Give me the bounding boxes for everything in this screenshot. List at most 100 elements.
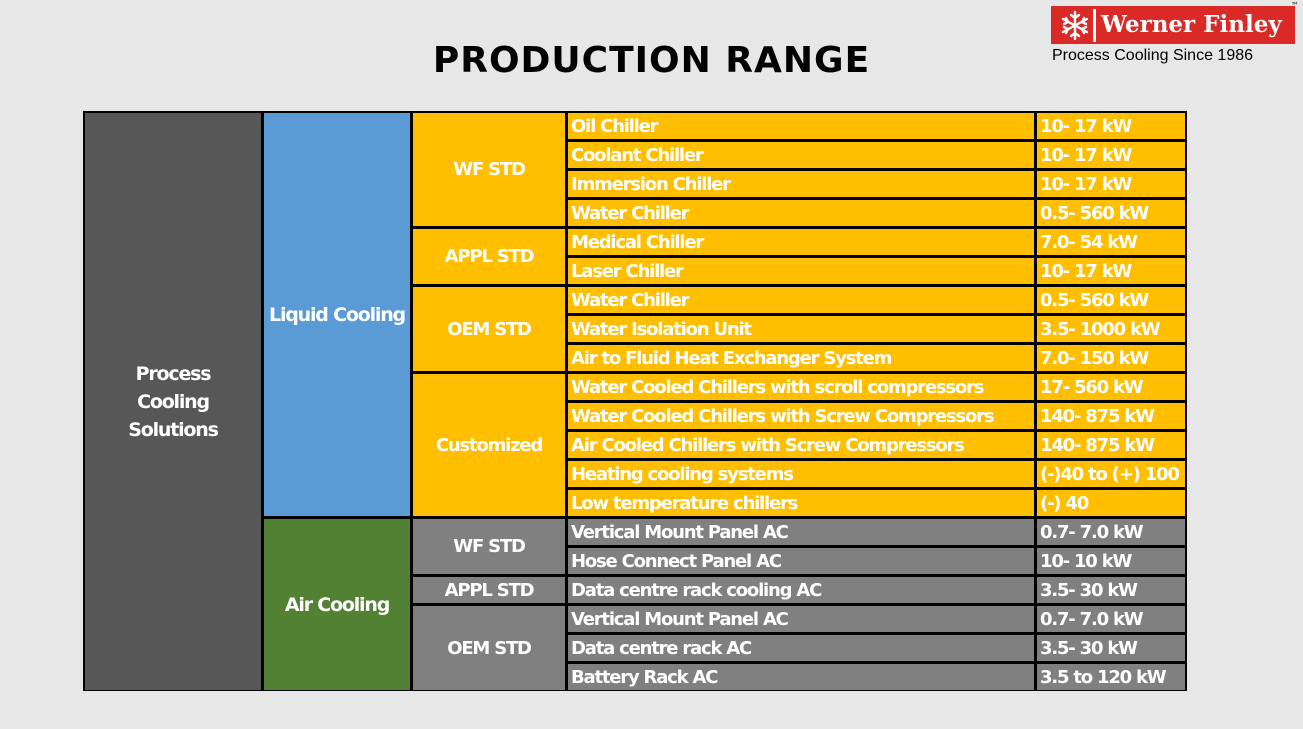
table-row-range-label: 10- 17 kW <box>1040 115 1132 137</box>
cooling-group-cell: Air Cooling <box>264 519 410 690</box>
table-row-item: Coolant Chiller <box>568 142 1034 168</box>
category-cell-label: OEM STD <box>447 318 532 340</box>
table-row-range: 17- 560 kW <box>1037 374 1185 400</box>
category-cell: WF STD <box>413 113 565 226</box>
table-row-item-label: Data centre rack cooling AC <box>571 579 822 601</box>
table-row-range-label: (-)40 to (+) 100 <box>1040 463 1180 485</box>
table-row-item: Heating cooling systems <box>568 461 1034 487</box>
brand-logo: Werner Finley ™ Process Cooling Since 19… <box>1047 1 1300 69</box>
table-row-item-label: Air to Fluid Heat Exchanger System <box>571 347 892 369</box>
logo-tagline: Process Cooling Since 1986 <box>1052 47 1254 64</box>
table-row-item: Vertical Mount Panel AC <box>568 519 1034 545</box>
table-row-range: 3.5- 30 kW <box>1037 577 1185 603</box>
table-row-item-label: Water Cooled Chillers with scroll compre… <box>571 376 984 398</box>
table-row-item: Hose Connect Panel AC <box>568 548 1034 574</box>
table-row-range-label: 3.5- 1000 kW <box>1040 318 1161 340</box>
table-row-range-label: 3.5 to 120 kW <box>1040 666 1167 688</box>
table-row-range: 7.0- 54 kW <box>1037 229 1185 255</box>
production-range-table: Oil Chiller 10- 17 kW Coolant Chiller 10- 1… <box>83 111 1187 691</box>
table-row-item-label: Data centre rack AC <box>571 637 752 659</box>
category-cell: OEM STD <box>413 287 565 371</box>
cooling-group-cell-label: Liquid Cooling <box>269 303 406 326</box>
table-row-range-label: 140- 875 kW <box>1040 434 1155 456</box>
table-row-range-label: 140- 875 kW <box>1040 405 1155 427</box>
table-row-range-label: 10- 17 kW <box>1040 260 1132 282</box>
table-row-item: Battery Rack AC <box>568 664 1034 690</box>
table-row-range-label: 7.0- 150 kW <box>1040 347 1149 369</box>
category-cell-label: WF STD <box>453 536 526 557</box>
table-row-item-label: Heating cooling systems <box>571 463 794 485</box>
table-row-item-label: Vertical Mount Panel AC <box>571 608 789 630</box>
category-cell-label: WF STD <box>453 159 526 180</box>
table-row-range: 0.7- 7.0 kW <box>1037 519 1185 545</box>
table-row-range-label: 3.5- 30 kW <box>1040 579 1138 601</box>
table-row-range: 10- 10 kW <box>1037 548 1185 574</box>
table-row-item: Vertical Mount Panel AC <box>568 606 1034 632</box>
logo-badge: Werner Finley <box>1051 6 1295 44</box>
table-row-range: 0.5- 560 kW <box>1037 287 1185 313</box>
table-row-item-label: Medical Chiller <box>571 231 704 253</box>
table-row-range-label: 0.5- 560 kW <box>1040 202 1149 224</box>
trademark-symbol: ™ <box>1291 1 1299 10</box>
table-row-item-label: Air Cooled Chillers with Screw Compresso… <box>571 434 965 456</box>
table-row-item-label: Hose Connect Panel AC <box>571 550 782 572</box>
process-cooling-cell-label: Process Cooling Solutions <box>128 362 219 441</box>
table-row-range: 10- 17 kW <box>1037 258 1185 284</box>
table-row-range: (-) 40 <box>1037 490 1185 516</box>
category-cell-label: APPL STD <box>444 246 535 267</box>
table-row-item: Air to Fluid Heat Exchanger System <box>568 345 1034 371</box>
table-row-range-label: 10- 10 kW <box>1040 550 1132 572</box>
table-row-item: Water Chiller <box>568 200 1034 226</box>
snowflake-icon <box>1057 9 1096 42</box>
category-cell-label: Customized <box>435 434 543 456</box>
table-row-range-label: 7.0- 54 kW <box>1040 231 1138 253</box>
category-cell: WF STD <box>413 519 565 574</box>
logo-brand-name: Werner Finley <box>1101 11 1282 38</box>
table-row-range-label: 0.5- 560 kW <box>1040 289 1149 311</box>
table-row-range: 140- 875 kW <box>1037 403 1185 429</box>
table-row-item: Data centre rack AC <box>568 635 1034 661</box>
table-row-range: 140- 875 kW <box>1037 432 1185 458</box>
table-row-item-label: Vertical Mount Panel AC <box>571 521 789 543</box>
table-row-item: Water Isolation Unit <box>568 316 1034 342</box>
table-row-range: 3.5- 1000 kW <box>1037 316 1185 342</box>
table-row-item: Air Cooled Chillers with Screw Compresso… <box>568 432 1034 458</box>
table-row-range: 10- 17 kW <box>1037 113 1185 139</box>
table-row-range: 0.5- 560 kW <box>1037 200 1185 226</box>
table-row-item-label: Immersion Chiller <box>571 173 731 195</box>
table-row-range-label: 10- 17 kW <box>1040 144 1132 166</box>
table-row-item-label: Low temperature chillers <box>571 492 798 514</box>
table-row-item-label: Water Cooled Chillers with Screw Compres… <box>571 405 995 427</box>
table-row-range-label: 0.7- 7.0 kW <box>1040 521 1144 543</box>
table-row-item: Laser Chiller <box>568 258 1034 284</box>
table-row-item-label: Water Chiller <box>571 202 690 224</box>
table-row-item: Water Cooled Chillers with scroll compre… <box>568 374 1034 400</box>
table-row-item-label: Water Isolation Unit <box>571 318 752 340</box>
table-row-range-label: 3.5- 30 kW <box>1040 637 1138 659</box>
table-row-range: 7.0- 150 kW <box>1037 345 1185 371</box>
table-row-item: Water Cooled Chillers with Screw Compres… <box>568 403 1034 429</box>
process-cooling-cell: Process Cooling Solutions <box>85 113 261 690</box>
category-cell: APPL STD <box>413 229 565 284</box>
table-row-item-label: Battery Rack AC <box>571 666 718 688</box>
page-title: PRODUCTION RANGE <box>432 40 871 81</box>
table-row-item: Water Chiller <box>568 287 1034 313</box>
category-cell-label: OEM STD <box>447 637 532 659</box>
cooling-group-cell-label: Air Cooling <box>284 593 390 616</box>
table-row-range: 3.5- 30 kW <box>1037 635 1185 661</box>
table-row-item-label: Water Chiller <box>571 289 690 311</box>
table-row-range-label: 0.7- 7.0 kW <box>1040 608 1144 630</box>
category-cell: Customized <box>413 374 565 516</box>
table-row-item-label: Oil Chiller <box>571 115 659 137</box>
table-row-item-label: Coolant Chiller <box>571 144 704 166</box>
table-row-range: 0.7- 7.0 kW <box>1037 606 1185 632</box>
table-row-range-label: 17- 560 kW <box>1040 376 1144 398</box>
category-cell-label: APPL STD <box>444 579 535 601</box>
table-row-range-label: (-) 40 <box>1040 492 1089 514</box>
table-row-item-label: Laser Chiller <box>571 260 684 282</box>
table-row-range: 10- 17 kW <box>1037 142 1185 168</box>
cooling-group-cell: Liquid Cooling <box>264 113 410 516</box>
table-row-item: Data centre rack cooling AC <box>568 577 1034 603</box>
table-row-range: 3.5 to 120 kW <box>1037 664 1185 690</box>
table-row-range: (-)40 to (+) 100 <box>1037 461 1185 487</box>
